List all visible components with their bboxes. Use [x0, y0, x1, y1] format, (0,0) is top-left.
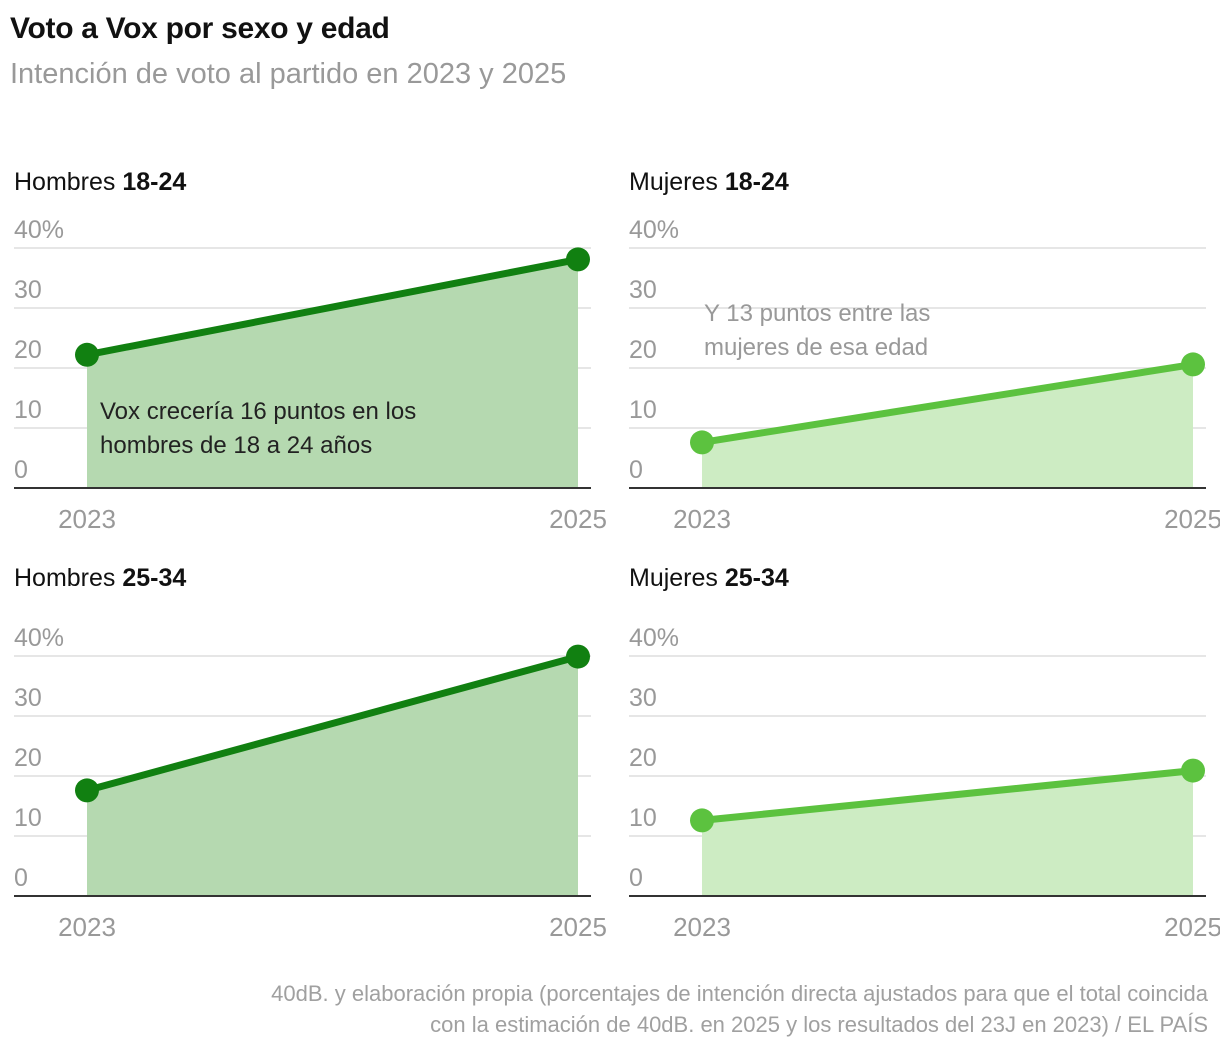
y-tick-label: 30 — [629, 276, 657, 304]
y-tick-label: 10 — [14, 396, 42, 424]
annotation-line: mujeres de esa edad — [704, 334, 928, 361]
panel-hombres-25-34: 0 10 20 30 40% 2023 2025 — [14, 624, 607, 942]
panel-group-label: Mujeres — [629, 564, 718, 592]
y-tick-label: 40% — [14, 624, 64, 652]
annotation-text: Vox crecería 16 puntos en los hombres de … — [100, 398, 416, 459]
data-point-2023 — [75, 342, 99, 367]
source-line-1: 40dB. y elaboración propia (porcentajes … — [271, 981, 1208, 1006]
panel-title-mujeres-25-34: Mujeres 25-34 — [629, 564, 789, 593]
data-point-2025 — [566, 247, 590, 272]
y-tick-label: 10 — [629, 396, 657, 424]
y-tick-label: 30 — [14, 276, 42, 304]
data-point-2025 — [1181, 758, 1205, 783]
y-tick-label: 30 — [14, 684, 42, 712]
y-tick-label: 40% — [14, 216, 64, 244]
y-tick-label: 20 — [14, 336, 42, 364]
data-point-2025 — [566, 644, 590, 669]
panel-title-hombres-18-24: Hombres 18-24 — [14, 168, 186, 197]
panel-age-label: 25-34 — [122, 564, 187, 592]
x-tick-label: 2025 — [549, 504, 607, 534]
panel-hombres-18-24: 0 10 20 30 40% 2023 2025 Vox crecería 16 puntos… — [14, 216, 607, 534]
panel-mujeres-25-34: 0 10 20 30 40% 2023 2025 — [629, 624, 1220, 942]
data-point-2025 — [1181, 352, 1205, 377]
x-tick-label: 2023 — [673, 912, 731, 942]
panel-age-label: 18-24 — [122, 168, 187, 196]
panel-group-label: Hombres — [14, 564, 116, 592]
area-fill — [702, 364, 1193, 488]
annotation-line: Vox crecería 16 puntos en los — [100, 398, 416, 425]
y-tick-label: 0 — [629, 864, 643, 892]
annotation-line: hombres de 18 a 24 años — [100, 432, 372, 459]
x-tick-label: 2025 — [549, 912, 607, 942]
y-tick-label: 30 — [629, 684, 657, 712]
chart-title: Voto a Vox por sexo y edad — [10, 12, 390, 45]
x-tick-label: 2023 — [58, 504, 116, 534]
data-point-2023 — [690, 808, 714, 833]
chart-subtitle: Intención de voto al partido en 2023 y 2… — [10, 58, 567, 90]
x-tick-label: 2023 — [673, 504, 731, 534]
series-line — [83, 653, 582, 794]
panel-title-hombres-25-34: Hombres 25-34 — [14, 564, 186, 593]
x-tick-label: 2025 — [1164, 912, 1220, 942]
y-tick-label: 0 — [629, 456, 643, 484]
data-point-2023 — [690, 430, 714, 455]
y-tick-label: 20 — [14, 744, 42, 772]
annotation-text: Y 13 puntos entre las mujeres de esa edad — [704, 300, 930, 361]
series-line — [83, 255, 582, 359]
y-tick-label: 20 — [629, 744, 657, 772]
source-note: 40dB. y elaboración propia (porcentajes … — [8, 978, 1208, 1040]
panel-group-label: Hombres — [14, 168, 116, 196]
area-fill — [87, 656, 578, 896]
area-fill — [87, 259, 578, 488]
source-line-2: con la estimación de 40dB. en 2025 y los… — [430, 1012, 1208, 1037]
y-tick-label: 0 — [14, 456, 28, 484]
y-tick-label: 40% — [629, 216, 679, 244]
panel-group-label: Mujeres — [629, 168, 718, 196]
y-tick-label: 40% — [629, 624, 679, 652]
x-tick-label: 2023 — [58, 912, 116, 942]
series-line — [698, 767, 1197, 824]
panel-age-label: 25-34 — [724, 564, 789, 592]
y-tick-label: 10 — [14, 804, 42, 832]
area-fill — [702, 770, 1193, 896]
y-tick-label: 10 — [629, 804, 657, 832]
panel-title-mujeres-18-24: Mujeres 18-24 — [629, 168, 789, 197]
data-point-2023 — [75, 778, 99, 803]
panel-mujeres-18-24: 0 10 20 30 40% 2023 2025 Y 13 puntos entre las m… — [629, 216, 1220, 534]
x-tick-label: 2025 — [1164, 504, 1220, 534]
panel-age-label: 18-24 — [724, 168, 789, 196]
annotation-line: Y 13 puntos entre las — [704, 300, 930, 327]
y-tick-label: 20 — [629, 336, 657, 364]
y-tick-label: 0 — [14, 864, 28, 892]
series-line — [698, 360, 1197, 446]
small-multiples-chart: 0 10 20 30 40% 2023 2025 Vox crecería 16 puntos… — [14, 216, 1220, 942]
